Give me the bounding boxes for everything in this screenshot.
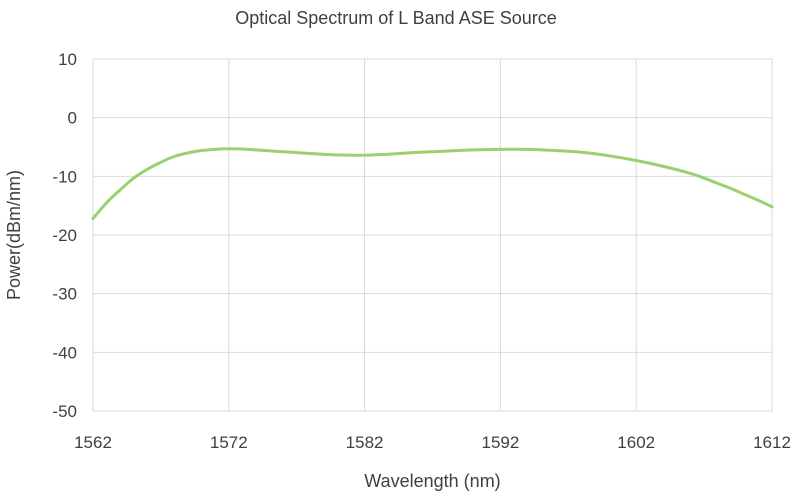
y-tick-label: -50 — [52, 402, 77, 421]
x-axis-ticks: 1562 1572 1582 1592 1602 1612 — [74, 433, 791, 452]
chart-title: Optical Spectrum of L Band ASE Source — [235, 8, 557, 28]
y-axis-label: Power(dBm/nm) — [4, 170, 24, 300]
y-tick-label: -20 — [52, 226, 77, 245]
x-tick-label: 1602 — [617, 433, 655, 452]
x-tick-label: 1612 — [753, 433, 791, 452]
x-axis-label: Wavelength (nm) — [364, 471, 500, 491]
x-tick-label: 1572 — [210, 433, 248, 452]
y-axis-ticks: 10 0 -10 -20 -30 -40 -50 — [52, 50, 77, 421]
series-line — [91, 147, 774, 221]
x-tick-label: 1592 — [481, 433, 519, 452]
y-tick-label: 10 — [58, 50, 77, 69]
y-tick-label: -30 — [52, 285, 77, 304]
plot-frame — [92, 58, 773, 412]
y-tick-label: -10 — [52, 167, 77, 186]
y-tick-label: -40 — [52, 343, 77, 362]
x-tick-label: 1582 — [346, 433, 384, 452]
y-tick-label: 0 — [68, 109, 77, 128]
gridlines — [92, 58, 773, 412]
series-layer — [91, 147, 774, 221]
x-tick-label: 1562 — [74, 433, 112, 452]
